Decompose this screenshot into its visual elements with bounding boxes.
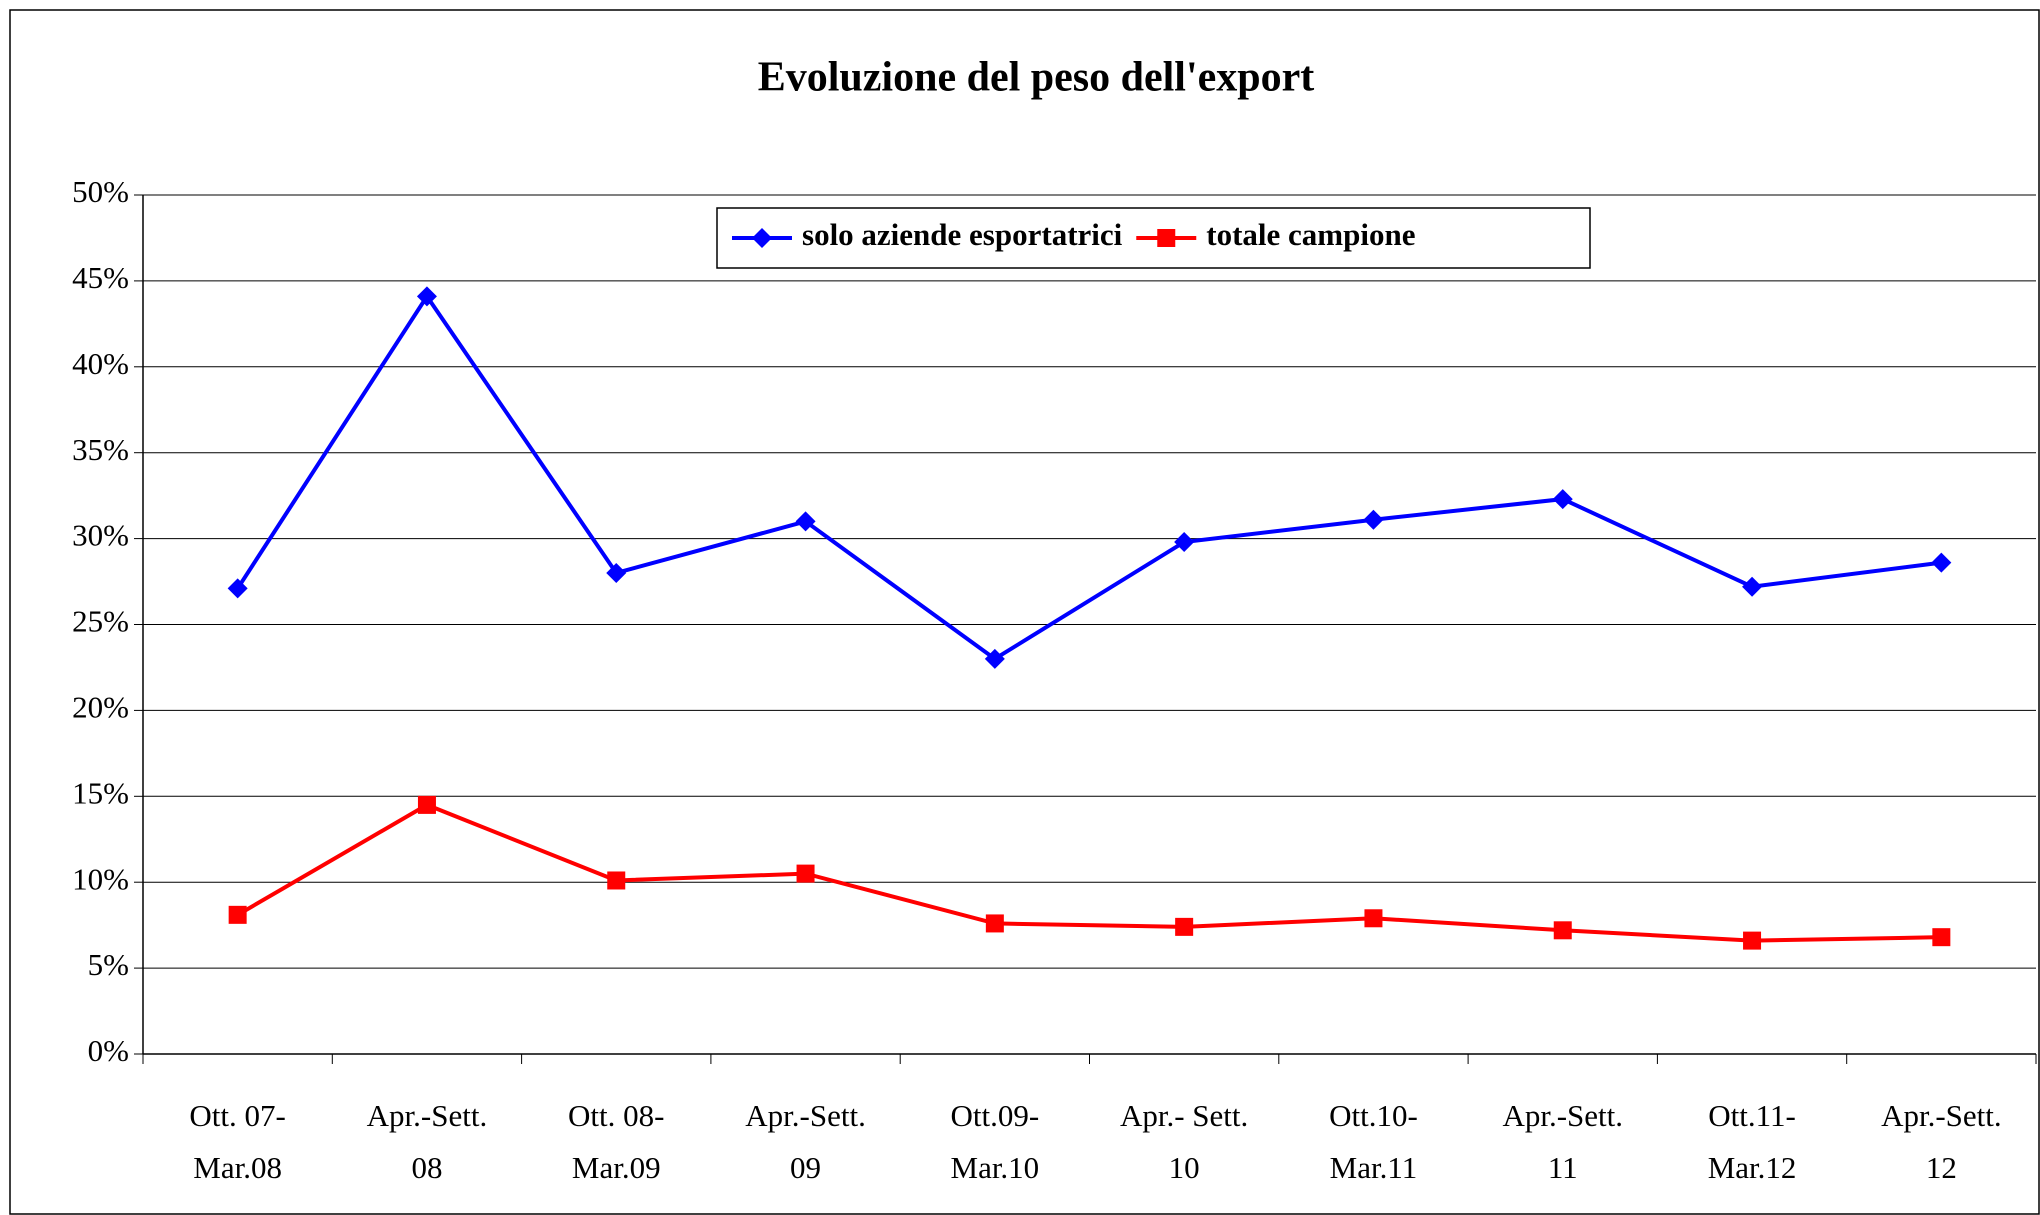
marker — [985, 914, 1004, 933]
marker — [1552, 489, 1573, 510]
marker — [1931, 552, 1952, 573]
series-line — [235, 292, 1942, 662]
marker — [1932, 928, 1951, 947]
y-tick-label: 40% — [72, 346, 129, 381]
x-tick-label: Apr.-Sett. 12 — [1881, 1098, 2002, 1185]
x-tick-label: Ott.11-Mar.12 — [1708, 1098, 1797, 1185]
marker — [1364, 909, 1383, 928]
marker — [1157, 229, 1176, 247]
y-tick-label: 0% — [88, 1033, 129, 1068]
y-tick-label: 45% — [72, 260, 129, 295]
x-tick-label: Apr.- Sett. 10 — [1120, 1098, 1248, 1185]
x-tick-label: Ott. 08-Mar.09 — [568, 1098, 664, 1185]
legend: solo aziende esportatrici totale campione — [716, 207, 1591, 269]
y-tick-label: 15% — [72, 775, 129, 810]
legend-label: totale campione — [1206, 217, 1415, 252]
marker — [752, 228, 772, 248]
series-line — [236, 802, 1942, 943]
marker — [1174, 532, 1195, 553]
marker — [1742, 576, 1763, 597]
x-tick-label: Apr.-Sett. 11 — [1502, 1098, 1623, 1185]
marker — [228, 905, 247, 924]
marker — [1363, 509, 1384, 530]
x-tick-label: Ott. 07-Mar.08 — [189, 1098, 285, 1185]
marker — [984, 648, 1005, 669]
x-tick-label: Apr.-Sett. 08 — [367, 1098, 488, 1185]
chart-frame — [9, 9, 2040, 1215]
marker — [606, 562, 627, 583]
x-tick-label: Ott.09-Mar.10 — [951, 1098, 1040, 1185]
marker — [227, 578, 248, 599]
x-tick-label: Apr.-Sett. 09 — [745, 1098, 866, 1185]
marker — [1553, 921, 1572, 940]
marker — [417, 795, 436, 814]
marker — [1743, 931, 1762, 950]
y-tick-label: 10% — [72, 861, 129, 896]
y-tick-label: 30% — [72, 518, 129, 553]
marker — [796, 864, 815, 883]
y-tick-label: 35% — [72, 432, 129, 467]
y-tick-label: 20% — [72, 690, 129, 725]
marker — [416, 286, 437, 307]
x-tick-label: Ott.10-Mar.11 — [1329, 1098, 1418, 1185]
marker — [1175, 917, 1194, 936]
marker — [795, 511, 816, 532]
y-tick-label: 25% — [72, 604, 129, 639]
y-tick-label: 5% — [88, 947, 129, 982]
legend-label: solo aziende esportatrici — [802, 217, 1123, 252]
y-tick-label: 50% — [72, 174, 129, 209]
chart-title: Evoluzione del peso dell'export — [758, 55, 1315, 101]
marker — [607, 871, 626, 890]
